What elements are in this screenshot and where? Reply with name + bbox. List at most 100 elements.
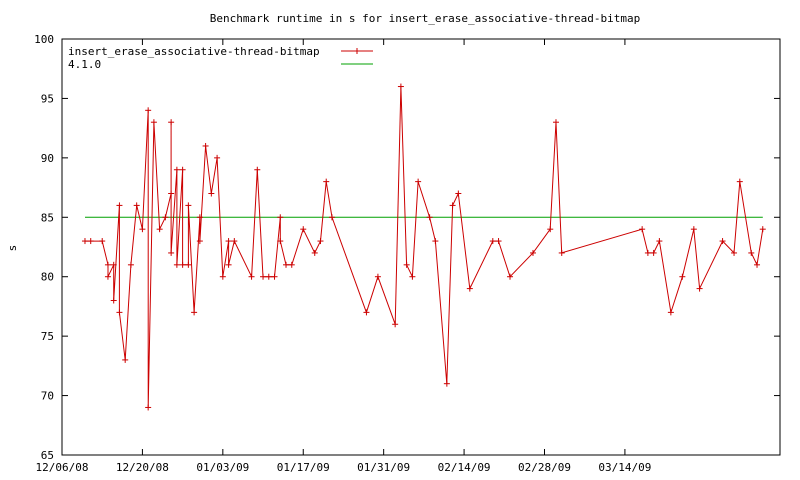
x-tick-label: 02/28/09: [518, 461, 571, 474]
data-point: [214, 154, 221, 161]
data-point: [150, 119, 157, 126]
data-point: [363, 309, 370, 316]
data-point: [104, 261, 111, 268]
y-axis-label: s: [6, 245, 19, 252]
data-point: [449, 202, 456, 209]
y-tick-label: 95: [41, 92, 54, 105]
data-point: [644, 249, 651, 256]
data-point: [87, 238, 94, 245]
data-point: [558, 249, 565, 256]
data-point: [191, 309, 198, 316]
plot-frame: [61, 38, 781, 456]
data-point: [639, 226, 646, 233]
data-point: [168, 190, 175, 197]
data-point: [168, 119, 175, 126]
data-point: [260, 273, 267, 280]
data-point: [397, 83, 404, 90]
data-point: [403, 261, 410, 268]
data-point: [185, 261, 192, 268]
legend: insert_erase_associative-thread-bitmap4.…: [68, 45, 373, 71]
x-tick-label: 12/20/08: [116, 461, 169, 474]
data-point: [547, 226, 554, 233]
y-tick-label: 65: [41, 449, 54, 462]
data-point: [507, 273, 514, 280]
data-point: [145, 404, 152, 411]
data-point: [311, 249, 318, 256]
x-tick-label: 01/31/09: [357, 461, 410, 474]
data-point: [650, 249, 657, 256]
data-point: [323, 178, 330, 185]
data-point: [731, 249, 738, 256]
data-point: [139, 226, 146, 233]
data-point: [127, 261, 134, 268]
data-point: [271, 273, 278, 280]
data-point: [374, 273, 381, 280]
data-point: [99, 238, 106, 245]
data-point: [328, 214, 335, 221]
data-point: [133, 202, 140, 209]
data-point: [196, 214, 203, 221]
data-point: [300, 226, 307, 233]
data-point: [754, 261, 761, 268]
x-tick-label: 12/06/08: [36, 461, 89, 474]
data-point: [254, 166, 261, 173]
data-point: [656, 238, 663, 245]
data-point: [208, 190, 215, 197]
y-tick-label: 90: [41, 152, 54, 165]
y-tick-label: 85: [41, 211, 54, 224]
x-tick-label: 01/17/09: [277, 461, 330, 474]
data-point: [489, 238, 496, 245]
data-point: [283, 261, 290, 268]
y-tick-label: 70: [41, 390, 54, 403]
data-point: [225, 238, 232, 245]
data-point: [173, 261, 180, 268]
data-point: [466, 285, 473, 292]
data-point: [690, 226, 697, 233]
data-point: [116, 202, 123, 209]
data-point: [110, 297, 117, 304]
x-tick-label: 03/14/09: [598, 461, 651, 474]
data-point: [225, 261, 232, 268]
y-tick-label: 100: [34, 33, 54, 46]
data-point: [231, 238, 238, 245]
data-point: [759, 226, 766, 233]
data-point: [104, 273, 111, 280]
data-point: [443, 380, 450, 387]
data-point: [392, 321, 399, 328]
data-point: [317, 238, 324, 245]
legend-label: 4.1.0: [68, 58, 101, 71]
x-tick-label: 01/03/09: [196, 461, 249, 474]
data-point: [122, 356, 129, 363]
y-tick-label: 75: [41, 330, 54, 343]
data-point: [552, 119, 559, 126]
data-point: [179, 261, 186, 268]
data-point: [426, 214, 433, 221]
data-point: [116, 309, 123, 316]
data-point: [736, 178, 743, 185]
data-point: [202, 142, 209, 149]
series-layer: [81, 83, 766, 411]
legend-marker: [354, 48, 360, 54]
data-point: [530, 249, 537, 256]
data-point: [185, 202, 192, 209]
data-point: [248, 273, 255, 280]
data-point: [156, 226, 163, 233]
data-point: [168, 249, 175, 256]
data-point: [110, 261, 117, 268]
data-point: [81, 238, 88, 245]
x-axis: 12/06/08 12/20/08 01/03/09 01/17/09 01/31/09…: [36, 39, 651, 474]
data-point: [409, 273, 416, 280]
data-point: [748, 249, 755, 256]
data-point: [173, 166, 180, 173]
data-point: [415, 178, 422, 185]
data-point: [179, 166, 186, 173]
data-point: [277, 214, 284, 221]
data-point: [145, 107, 152, 114]
data-point: [265, 273, 272, 280]
data-point: [432, 238, 439, 245]
data-point: [219, 273, 226, 280]
data-point: [719, 238, 726, 245]
data-point: [696, 285, 703, 292]
